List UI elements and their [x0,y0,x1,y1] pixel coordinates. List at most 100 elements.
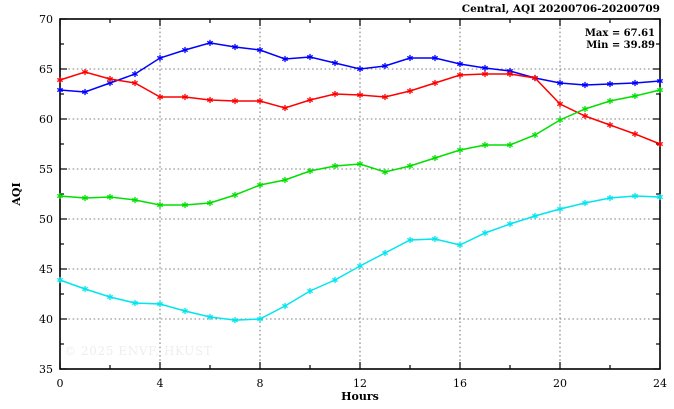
series-red-marker [356,91,364,99]
watermark-text: © 2025 ENVF, HKUST [64,344,212,358]
series-blue-marker [481,64,489,72]
series-green-marker [256,181,264,189]
series-green-marker [106,193,114,201]
x-axis-label: Hours [341,390,379,403]
series-blue-marker [631,79,639,87]
series-green-marker [56,192,64,200]
series-red-marker [106,75,114,83]
x-tick-label: 24 [653,377,667,390]
series-cyan-marker [181,307,189,315]
series-green-marker [506,141,514,149]
series-red-marker [606,121,614,129]
series-blue-marker [231,43,239,51]
y-tick-label: 45 [39,263,53,276]
series-green-marker [231,191,239,199]
series-green-marker [306,167,314,175]
series-blue-marker [156,54,164,62]
series-cyan-marker [606,194,614,202]
series-green-marker [181,201,189,209]
series-red-marker [631,130,639,138]
series-blue-marker [381,62,389,70]
series-blue-marker [181,46,189,54]
series-cyan-marker [656,193,664,201]
series-red-marker [281,104,289,112]
series-green-marker [281,176,289,184]
series-cyan-marker [256,315,264,323]
y-tick-label: 40 [39,313,53,326]
y-tick-label: 60 [39,113,53,126]
axis-tick-labels: 35 40 45 50 55 60 65 70 0 4 8 12 16 20 24 [39,13,667,390]
series-red-marker [131,79,139,87]
series-red-marker [456,71,464,79]
max-annotation: Max = 67.61 [585,28,655,39]
y-tick-label: 70 [39,13,53,26]
series-red-marker [56,76,64,84]
series-blue-marker [356,65,364,73]
series-green-marker [456,146,464,154]
x-tick-label: 16 [453,377,467,390]
series-red-marker [331,90,339,98]
series-cyan-marker [531,212,539,220]
series-green-marker [156,201,164,209]
series-green-marker [606,97,614,105]
series-green-marker [431,154,439,162]
series-green-marker [631,92,639,100]
series-blue-marker [306,53,314,61]
series-green [56,86,664,209]
series-cyan-marker [231,317,239,324]
series-cyan-marker [631,192,639,200]
series-blue-marker [406,54,414,62]
series-blue-marker [56,86,64,94]
y-axis-label: AQI [10,182,23,206]
series-green-marker [531,131,539,139]
series-blue-marker [606,80,614,88]
series-red-marker [481,70,489,78]
series-green-marker [331,162,339,170]
data-series-layer [56,39,664,324]
x-tick-label: 20 [553,377,567,390]
y-tick-label: 50 [39,213,53,226]
series-red-marker [181,93,189,101]
series-red-marker [206,96,214,104]
series-cyan-marker [56,276,64,284]
series-green-marker [581,105,589,113]
series-red-marker [256,97,264,105]
series-blue-marker [256,46,264,54]
series-cyan-marker [156,300,164,308]
series-green-marker [206,199,214,207]
x-tick-label: 12 [353,377,367,390]
series-cyan-marker [406,236,414,244]
series-cyan-marker [431,235,439,243]
series-blue-marker [81,88,89,96]
series-cyan-marker [81,285,89,293]
series-cyan-marker [581,199,589,207]
series-cyan-marker [281,302,289,310]
series-blue-marker [581,81,589,89]
series-green-marker [406,162,414,170]
min-annotation: Min = 39.89 [586,40,655,51]
series-blue-marker [556,79,564,87]
series-blue-marker [131,70,139,78]
series-red-marker [406,87,414,95]
series-blue-marker [331,59,339,67]
chart-title: Central, AQI 20200706-20200709 [462,3,660,15]
series-cyan-marker [306,287,314,295]
series-red-marker [556,100,564,108]
series-green-marker [656,86,664,94]
series-cyan-marker [131,299,139,307]
series-cyan-marker [456,241,464,249]
series-cyan-marker [381,249,389,257]
series-cyan-marker [506,220,514,228]
series-green-marker [556,116,564,124]
series-cyan-marker [481,229,489,237]
y-tick-label: 55 [39,163,53,176]
series-red-marker [431,79,439,87]
series-blue-marker [656,77,664,85]
series-red [56,68,664,148]
series-red-marker [231,97,239,105]
series-green-marker [81,194,89,202]
series-red-marker [531,74,539,82]
x-tick-label: 0 [57,377,64,390]
series-cyan-marker [556,205,564,213]
series-cyan-marker [356,262,364,270]
